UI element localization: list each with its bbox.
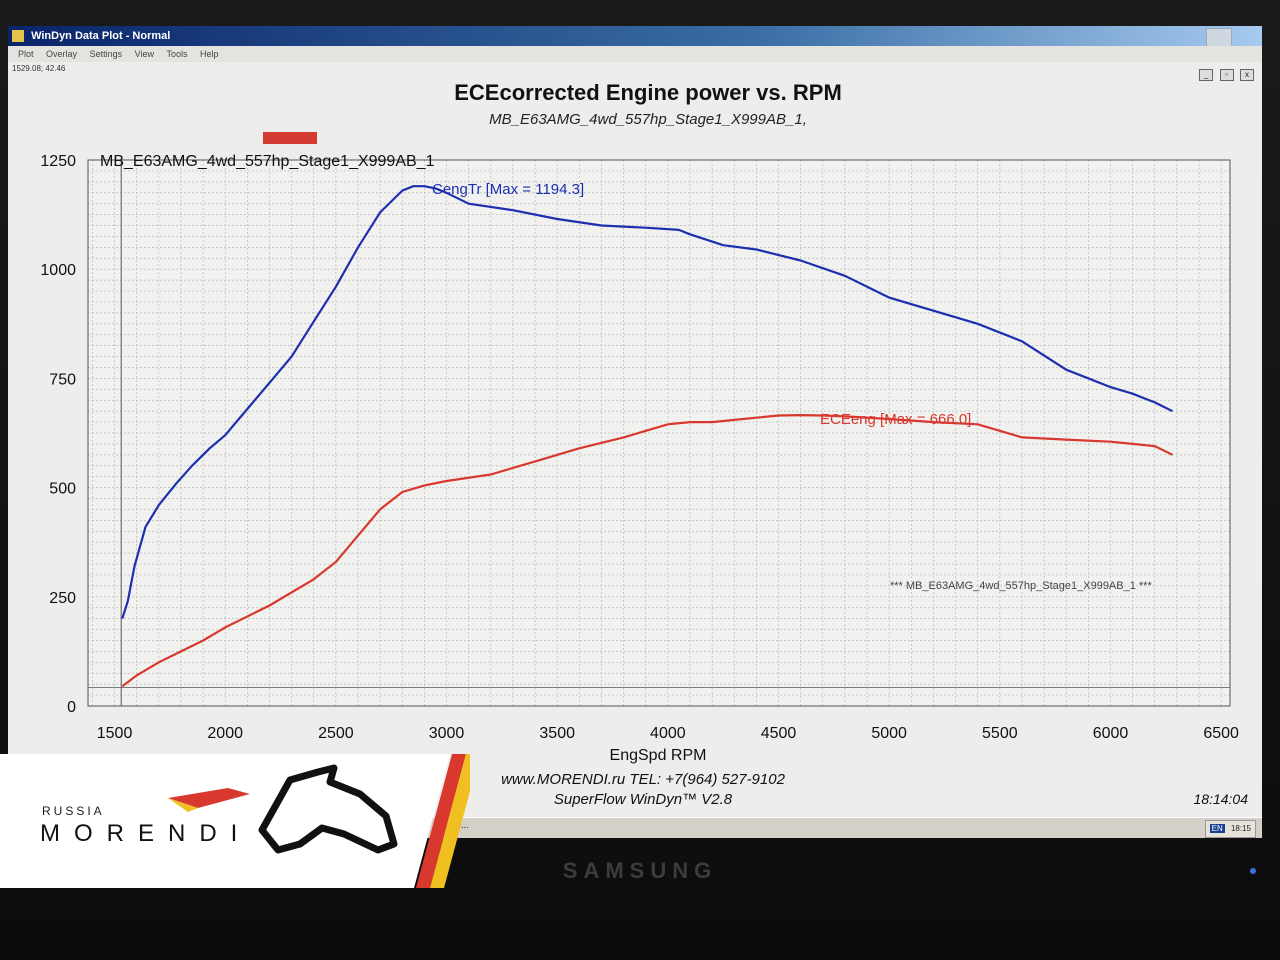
series-line-eceeng: [121, 414, 1173, 688]
screen: WinDyn Data Plot - Normal Plot Overlay S…: [8, 26, 1262, 838]
x-tick-label: 1500: [97, 725, 133, 742]
tray-clock[interactable]: 18:15: [1230, 824, 1251, 833]
x-tick-label: 3500: [539, 725, 575, 742]
footer-software: SuperFlow WinDyn™ V2.8: [554, 791, 733, 808]
window-title: WinDyn Data Plot - Normal: [31, 30, 171, 42]
footer-website-phone: www.MORENDI.ru TEL: +7(964) 527-9102: [501, 771, 786, 788]
run-label: MB_E63AMG_4wd_557hp_Stage1_X999AB_1: [100, 153, 435, 170]
axis-ticks: 1500 2000 2500 3000 3500 4000 4500 5000 5500 6000…: [40, 153, 1239, 742]
x-tick-label: 4500: [761, 725, 797, 742]
morendi-logo: RUSSIA MORENDI: [0, 754, 470, 888]
x-tick-label: 3000: [429, 725, 465, 742]
system-tray: EN 18:15: [1204, 820, 1256, 838]
language-indicator[interactable]: EN: [1209, 824, 1225, 833]
x-tick-label: 5500: [982, 725, 1018, 742]
dyno-chart: 1500 2000 2500 3000 3500 4000 4500 5000 5500 6000…: [40, 80, 1249, 808]
chart-subtitle: MB_E63AMG_4wd_557hp_Stage1_X999AB_1,: [489, 111, 807, 128]
logo-stripe-yellow-icon: [168, 798, 198, 812]
chart-title: ECEcorrected Engine power vs. RPM: [454, 80, 842, 105]
menu-item-overlay[interactable]: Overlay: [46, 49, 78, 59]
menu-bar: Plot Overlay Settings View Tools Help: [8, 46, 1262, 62]
y-tick-label: 750: [49, 371, 76, 388]
footer-time: 18:14:04: [1194, 791, 1249, 807]
run-annotation: *** MB_E63AMG_4wd_557hp_Stage1_X999AB_1 …: [890, 580, 1152, 592]
horse-head-icon: [258, 764, 398, 854]
monitor-brand: SAMSUNG: [562, 858, 718, 883]
x-axis-label: EngSpd RPM: [610, 747, 707, 764]
x-tick-label: 2000: [207, 725, 243, 742]
menu-item-tools[interactable]: Tools: [166, 49, 188, 59]
logo-background: [0, 754, 470, 888]
y-tick-label: 1250: [40, 153, 76, 170]
minimize-button[interactable]: _: [1199, 69, 1214, 81]
menu-item-help[interactable]: Help: [200, 49, 219, 59]
plot-frame: [87, 159, 1231, 707]
logo-country: RUSSIA: [42, 804, 105, 818]
restore-button[interactable]: ▫: [1219, 69, 1234, 81]
x-tick-label: 4000: [650, 725, 686, 742]
window-controls: _ ▫ x: [1197, 64, 1254, 82]
window-titlebar[interactable]: WinDyn Data Plot - Normal: [8, 26, 1262, 46]
plot-background: [88, 160, 1230, 706]
logo-stripe-red-icon: [168, 788, 250, 808]
x-tick-label: 2500: [318, 725, 354, 742]
x-tick-label: 6500: [1203, 725, 1239, 742]
y-tick-label: 500: [49, 481, 76, 498]
taskbar-item[interactable]: б...: [456, 820, 469, 830]
series-label-eceeng: ECEeng [Max = 666.0]: [820, 411, 971, 428]
app-icon: [12, 30, 24, 42]
logo-name: MORENDI: [40, 820, 252, 847]
menu-item-view[interactable]: View: [134, 49, 154, 59]
menu-item-plot[interactable]: Plot: [18, 49, 34, 59]
x-tick-label: 6000: [1093, 725, 1129, 742]
grid-lines: [88, 160, 1230, 706]
close-button[interactable]: x: [1240, 69, 1254, 81]
power-led: [1250, 868, 1256, 874]
y-tick-label: 1000: [40, 262, 76, 279]
series-label-cengtr: CengTr [Max = 1194.3]: [432, 181, 584, 198]
y-tick-label: 250: [49, 590, 76, 607]
y-tick-label: 0: [67, 699, 76, 716]
x-tick-label: 5000: [871, 725, 907, 742]
cursor-coordinate-readout: 1529.08; 42.46: [12, 64, 66, 73]
run-color-swatch: [263, 132, 317, 144]
menu-item-settings[interactable]: Settings: [89, 49, 123, 59]
series-lines: [121, 185, 1173, 688]
series-line-cengtr: [121, 185, 1173, 619]
